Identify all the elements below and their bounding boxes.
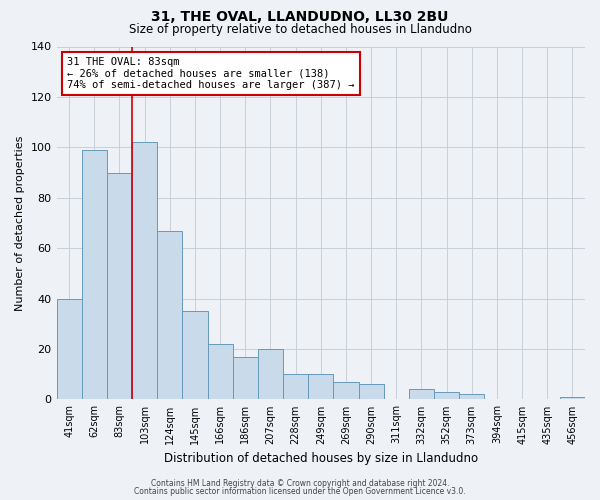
Text: 31, THE OVAL, LLANDUDNO, LL30 2BU: 31, THE OVAL, LLANDUDNO, LL30 2BU (151, 10, 449, 24)
Bar (308, 374, 334, 400)
Bar (283, 374, 308, 400)
Text: Contains public sector information licensed under the Open Government Licence v3: Contains public sector information licen… (134, 487, 466, 496)
Bar (560, 397, 585, 400)
Bar (434, 392, 459, 400)
Bar (409, 390, 434, 400)
Bar (182, 311, 208, 400)
Bar (258, 349, 283, 400)
Bar (233, 356, 258, 400)
Text: Size of property relative to detached houses in Llandudno: Size of property relative to detached ho… (128, 22, 472, 36)
Bar (107, 172, 132, 400)
X-axis label: Distribution of detached houses by size in Llandudno: Distribution of detached houses by size … (164, 452, 478, 465)
Bar (459, 394, 484, 400)
Bar (208, 344, 233, 400)
Bar (132, 142, 157, 400)
Bar (56, 298, 82, 400)
Bar (334, 382, 359, 400)
Bar (359, 384, 383, 400)
Y-axis label: Number of detached properties: Number of detached properties (15, 136, 25, 310)
Bar (157, 230, 182, 400)
Text: Contains HM Land Registry data © Crown copyright and database right 2024.: Contains HM Land Registry data © Crown c… (151, 478, 449, 488)
Bar (82, 150, 107, 400)
Text: 31 THE OVAL: 83sqm
← 26% of detached houses are smaller (138)
74% of semi-detach: 31 THE OVAL: 83sqm ← 26% of detached hou… (67, 57, 355, 90)
